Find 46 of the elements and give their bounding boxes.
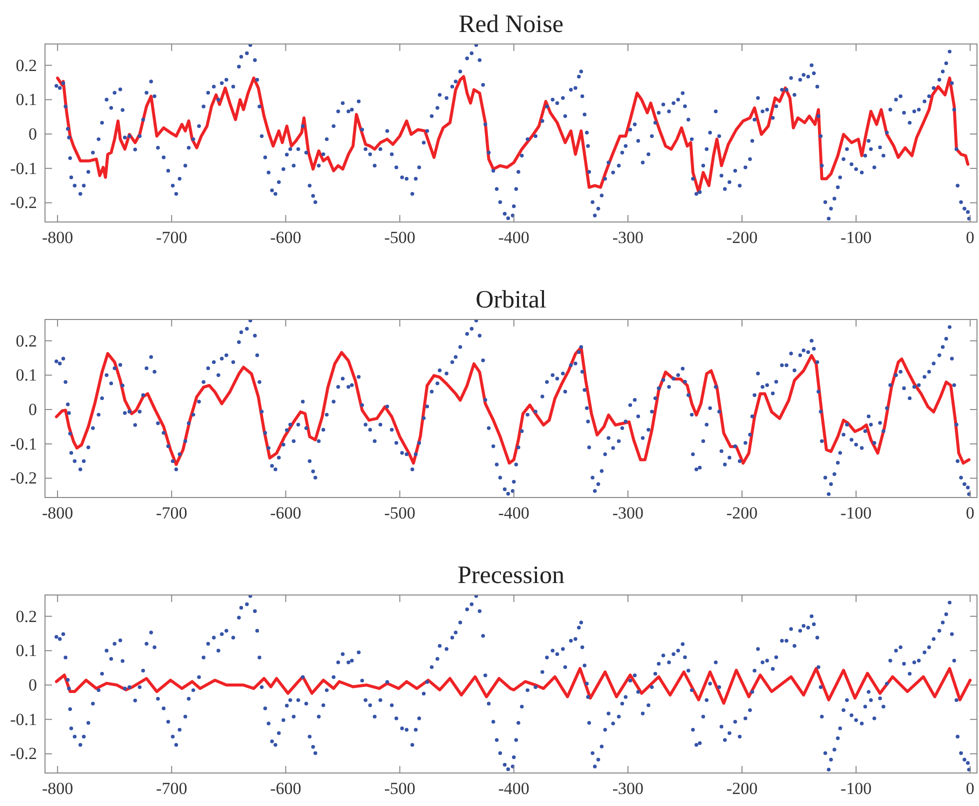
- y-tick-label: 0: [28, 675, 37, 694]
- x-tick-label: 0: [966, 779, 974, 798]
- x-tick-label: 0: [966, 504, 974, 523]
- x-tick-label: -700: [156, 504, 188, 523]
- x-tick-label: -600: [270, 779, 302, 798]
- y-tick-label: 0.2: [16, 331, 37, 350]
- chart-title: Orbital: [476, 286, 546, 314]
- x-tick-label: -600: [270, 228, 302, 248]
- x-tick-label: -400: [498, 504, 530, 523]
- x-tick-label: -800: [42, 504, 74, 523]
- x-tick-label: -300: [612, 504, 644, 523]
- x-tick-label: -500: [384, 228, 416, 248]
- y-tick-label: -0.2: [10, 468, 37, 488]
- x-tick-label: -300: [612, 779, 644, 798]
- y-tick-label: 0.2: [16, 56, 37, 75]
- x-tick-label: -200: [726, 779, 758, 798]
- y-tick-label: -0.2: [10, 193, 37, 212]
- chart-title: Red Noise: [458, 11, 564, 38]
- y-tick-label: 0: [28, 124, 37, 144]
- x-tick-label: -400: [498, 779, 530, 798]
- y-tick-label: 0.2: [16, 606, 37, 626]
- x-tick-label: -400: [498, 228, 530, 248]
- x-tick-label: -100: [840, 228, 872, 248]
- x-tick-label: -300: [612, 228, 644, 248]
- y-tick-label: 0: [28, 400, 37, 419]
- x-tick-label: -100: [840, 504, 872, 523]
- y-tick-label: -0.1: [10, 434, 37, 454]
- x-tick-label: -800: [42, 779, 74, 798]
- x-tick-label: -500: [384, 504, 416, 523]
- y-tick-label: 0.1: [16, 366, 37, 385]
- x-tick-label: -100: [840, 779, 872, 798]
- y-tick-label: -0.2: [10, 744, 37, 764]
- x-tick-label: -600: [270, 504, 302, 523]
- x-tick-label: -800: [42, 228, 74, 248]
- x-tick-label: -200: [726, 228, 758, 248]
- x-tick-label: 0: [966, 228, 974, 248]
- x-tick-label: -200: [726, 504, 758, 523]
- y-tick-label: 0.1: [16, 641, 37, 660]
- y-tick-label: -0.1: [10, 710, 37, 729]
- x-tick-label: -500: [384, 779, 416, 798]
- x-tick-label: -700: [156, 779, 188, 798]
- chart-title: Precession: [458, 562, 565, 589]
- y-tick-label: 0.1: [16, 90, 37, 110]
- y-tick-label: -0.1: [10, 158, 37, 178]
- x-tick-label: -700: [156, 228, 188, 248]
- line-series: [54, 346, 971, 466]
